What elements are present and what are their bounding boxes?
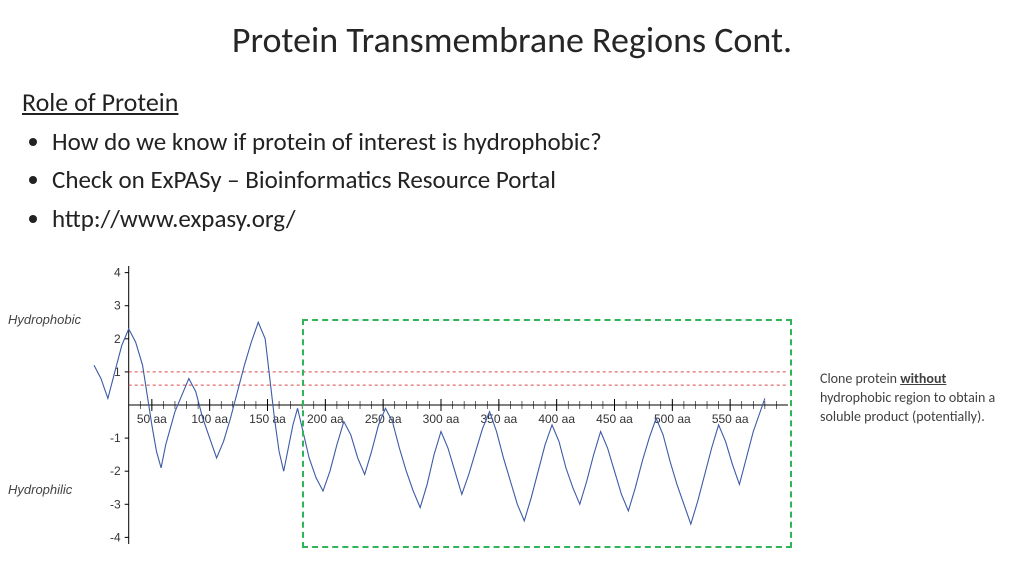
chart-svg: -4-3-2-1123450 aa100 aa150 aa200 aa250 a… — [38, 260, 798, 560]
section-subtitle: Role of Protein — [22, 86, 178, 118]
svg-text:-1: -1 — [110, 431, 121, 445]
list-item: Check on ExPASy – Bioinformatics Resourc… — [52, 162, 602, 198]
axis-label-hydrophobic: Hydrophobic — [8, 312, 81, 327]
svg-text:550 aa: 550 aa — [712, 412, 749, 426]
sidenote-text: Clone protein — [820, 370, 900, 387]
svg-text:450 aa: 450 aa — [596, 412, 633, 426]
svg-text:4: 4 — [114, 266, 121, 280]
sidenote-text: hydrophobic region to obtain a soluble p… — [820, 389, 995, 425]
svg-text:100 aa: 100 aa — [191, 412, 228, 426]
svg-text:200 aa: 200 aa — [307, 412, 344, 426]
svg-text:-4: -4 — [110, 530, 121, 544]
side-note: Clone protein without hydrophobic region… — [820, 370, 1010, 427]
svg-text:-2: -2 — [110, 464, 121, 478]
svg-text:3: 3 — [114, 299, 121, 313]
hydropathy-chart: Hydrophobic Hydrophilic -4-3-2-1123450 a… — [38, 260, 798, 560]
svg-text:-3: -3 — [110, 497, 121, 511]
svg-text:2: 2 — [114, 332, 121, 346]
list-item: http://www.expasy.org/ — [52, 201, 602, 237]
sidenote-bold: without — [900, 370, 946, 387]
axis-label-hydrophilic: Hydrophilic — [8, 482, 72, 497]
svg-text:400 aa: 400 aa — [538, 412, 575, 426]
page-title: Protein Transmembrane Regions Cont. — [0, 18, 1024, 62]
list-item: How do we know if protein of interest is… — [52, 124, 602, 160]
svg-text:300 aa: 300 aa — [423, 412, 460, 426]
bullet-list: How do we know if protein of interest is… — [22, 124, 602, 239]
svg-text:150 aa: 150 aa — [249, 412, 286, 426]
svg-text:500 aa: 500 aa — [654, 412, 691, 426]
